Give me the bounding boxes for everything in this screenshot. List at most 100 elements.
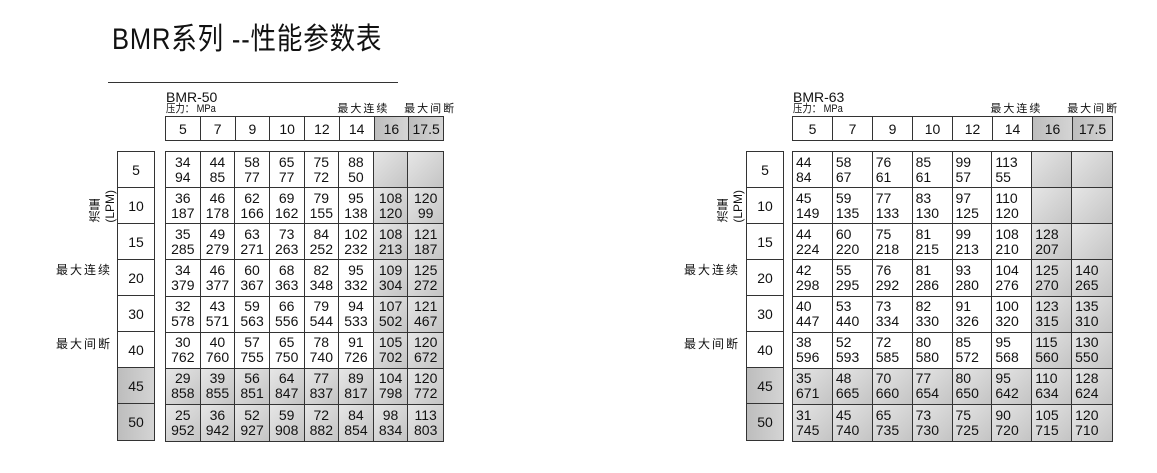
torque-value: 95: [348, 189, 364, 206]
speed-value: 292: [875, 276, 900, 293]
speed-value: 817: [344, 385, 368, 402]
speed-value: 125: [955, 204, 979, 221]
table-cell: 59 135: [832, 188, 873, 225]
torque-value: 29: [175, 370, 191, 387]
torque-value: 73: [915, 406, 932, 423]
pressure-header-cell: 9: [236, 117, 271, 140]
table-cell: 55 295: [832, 260, 873, 297]
table-cell: 113 55: [992, 152, 1033, 189]
table-cell: 120 99: [408, 188, 443, 225]
speed-value: 57: [955, 168, 972, 185]
table-cell: 100 320: [992, 296, 1033, 333]
performance-grid: 44 84 58 67 76 61 85 61 99 57 113 55 45 149 59 135 77 133…: [792, 151, 1113, 442]
table-cell: 84 252: [304, 224, 340, 261]
speed-value: 298: [796, 276, 820, 293]
speed-value: 855: [205, 385, 230, 402]
speed-value: 94: [175, 168, 191, 185]
pressure-header-cell: 16: [374, 117, 410, 140]
torque-value: 115: [1035, 334, 1058, 351]
torque-value: 108: [378, 225, 403, 242]
speed-value: 730: [915, 421, 939, 438]
speed-value: 367: [240, 276, 264, 293]
torque-value: 77: [915, 370, 932, 387]
speed-value: 927: [240, 421, 264, 438]
table-cell: 82 330: [912, 296, 953, 333]
table-cell: 128 624: [1072, 368, 1112, 405]
table-cell: 108 120: [373, 188, 409, 225]
table-cell: 76 292: [872, 260, 913, 297]
torque-value: 105: [1035, 406, 1059, 423]
table-cell: 65 735: [872, 404, 913, 441]
speed-value: 77: [244, 168, 260, 185]
table-cell: 38 596: [793, 332, 833, 369]
torque-value: 99: [955, 225, 972, 242]
torque-value: 30: [175, 334, 191, 351]
table-cell: 42 298: [793, 260, 833, 297]
table-cell: 65 750: [269, 332, 305, 369]
table-cell: 90 720: [992, 404, 1033, 441]
speed-value: 207: [1035, 240, 1059, 257]
speed-value: 210: [995, 240, 1019, 257]
torque-value: 120: [414, 370, 438, 387]
row-max-continuous: 最大连续: [684, 263, 741, 277]
torque-value: 56: [244, 370, 260, 387]
title-underline: [108, 82, 398, 83]
table-cell: 59 563: [235, 296, 270, 333]
flow-axis-label: 流量(LPM): [716, 190, 745, 223]
speed-value: 942: [205, 421, 230, 438]
torque-value: 102: [344, 225, 368, 242]
torque-value: 80: [955, 370, 972, 387]
speed-value: 61: [915, 168, 932, 185]
table-cell: 94 533: [339, 296, 374, 333]
torque-value: 73: [875, 298, 892, 315]
speed-value: 252: [309, 240, 333, 257]
table-cell: 108 213: [373, 224, 409, 261]
speed-value: 750: [275, 349, 299, 366]
torque-value: 80: [915, 334, 932, 351]
speed-value: 571: [205, 313, 230, 330]
speed-value: 665: [835, 385, 860, 402]
pressure-header-cell: 16: [1033, 117, 1073, 140]
table-cell: 77 654: [912, 368, 953, 405]
speed-value: 720: [995, 421, 1019, 438]
table-cell: 109 304: [373, 260, 409, 297]
speed-value: 550: [1075, 349, 1099, 366]
table-cell: 135 310: [1072, 296, 1112, 333]
table-cell: 130 550: [1072, 332, 1112, 369]
torque-value: 65: [278, 334, 295, 351]
torque-value: 85: [915, 153, 932, 170]
speed-value: 72: [313, 168, 330, 185]
speed-value: 467: [414, 313, 438, 330]
torque-value: 140: [1075, 261, 1099, 278]
table-cell: 104 798: [373, 368, 409, 405]
speed-value: 740: [309, 349, 333, 366]
torque-value: 104: [378, 370, 403, 387]
speed-value: 858: [171, 385, 195, 402]
speed-value: 135: [835, 204, 860, 221]
table-cell: 81 215: [912, 224, 953, 261]
torque-value: 120: [414, 189, 438, 206]
torque-value: 120: [414, 334, 438, 351]
torque-value: 108: [378, 189, 403, 206]
table-cell: 25 952: [166, 404, 201, 441]
torque-value: 52: [244, 406, 260, 423]
speed-value: 270: [1035, 276, 1059, 293]
table-cell: 58 77: [235, 152, 270, 189]
flow-cell: 20: [747, 260, 783, 296]
pressure-header-cell: 17.5: [409, 117, 443, 140]
speed-value: 377: [205, 276, 230, 293]
speed-value: 120: [378, 204, 403, 221]
page-title: BMR系列 --性能参数表: [112, 23, 383, 56]
pressure-header-cell: 10: [913, 117, 953, 140]
table-cell: 125 270: [1032, 260, 1073, 297]
table-cell: 58 67: [832, 152, 873, 189]
pressure-header-cell: 12: [305, 117, 340, 140]
speed-value: 218: [875, 240, 900, 257]
table-cell: 75 725: [952, 404, 993, 441]
table-cell: 64 847: [269, 368, 305, 405]
pressure-header-row: 5 7 9 10 12 14 16 17.5: [165, 116, 444, 141]
torque-value: 58: [244, 153, 260, 170]
speed-value: 272: [414, 276, 438, 293]
table-cell: 97 125: [952, 188, 993, 225]
torque-value: 77: [313, 370, 330, 387]
